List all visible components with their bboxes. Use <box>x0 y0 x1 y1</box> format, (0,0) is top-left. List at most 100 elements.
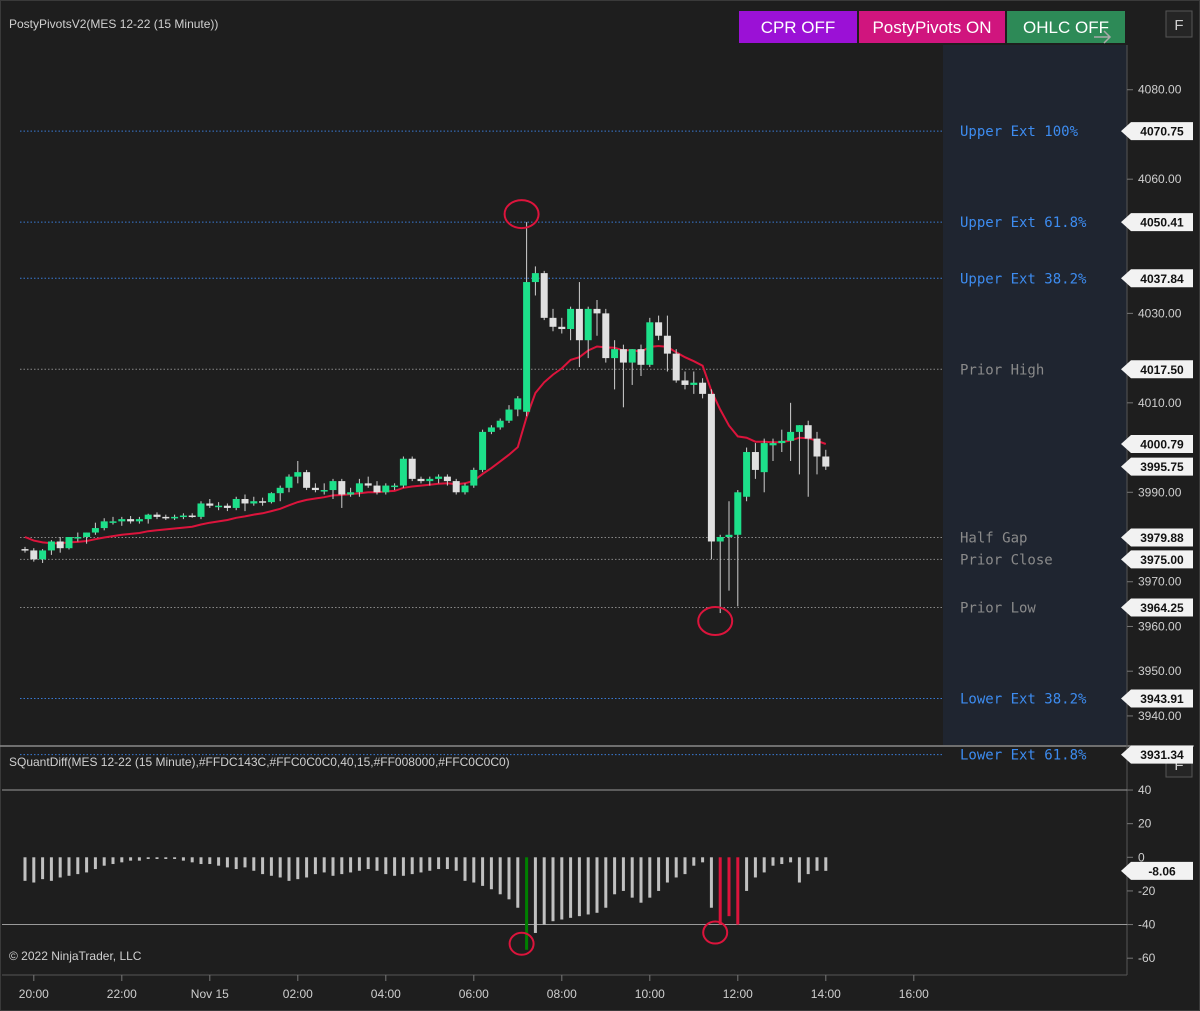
price-panel-f-button[interactable]: F <box>1165 10 1193 38</box>
candle-body <box>56 541 64 549</box>
candle-body <box>215 505 223 508</box>
candle-body <box>452 481 460 493</box>
candle-body <box>558 326 566 330</box>
candle-body <box>417 478 425 482</box>
candle <box>760 438 768 493</box>
indicator-bar <box>76 857 80 875</box>
indicator-bar <box>234 857 238 870</box>
candle <box>628 349 636 385</box>
indicator-bar <box>322 857 326 873</box>
indicator-highlight-circle <box>508 931 535 956</box>
candle-body <box>690 382 698 385</box>
candle <box>461 483 469 495</box>
level-price-tag-bg <box>1121 122 1193 141</box>
candle <box>822 449 830 470</box>
candle-body <box>197 503 205 517</box>
level-price-tag-label: 4037.84 <box>1140 272 1184 286</box>
indicator-bar <box>507 857 511 900</box>
ohlc-toggle-label[interactable]: OHLC OFF <box>1023 18 1109 37</box>
indicator-bar <box>287 857 291 881</box>
candle-body <box>267 493 275 503</box>
candle <box>734 490 742 607</box>
indicator-bar <box>648 857 652 898</box>
candle-body <box>479 431 487 470</box>
candle-body <box>364 483 372 486</box>
candle <box>778 429 786 453</box>
candle-body <box>338 481 346 495</box>
candle <box>21 546 29 553</box>
indicator-bar <box>173 857 177 859</box>
candle-body <box>575 308 583 341</box>
indicator-panel-f-label[interactable]: F <box>1174 757 1183 774</box>
candle-body <box>778 440 786 444</box>
indicator-bar <box>410 857 414 875</box>
candle <box>267 492 275 504</box>
indicator-bar <box>437 857 441 870</box>
time-tick-label: 14:00 <box>811 987 841 1001</box>
candle-body <box>707 393 715 542</box>
indicator-bar <box>586 857 590 915</box>
level-price-tag-label: 4070.75 <box>1140 125 1184 139</box>
candle-body <box>259 501 267 503</box>
indicator-bar <box>155 857 159 859</box>
candle <box>206 498 214 508</box>
level-price-tag-label: 4050.41 <box>1140 216 1184 230</box>
indicator-bar <box>146 857 150 859</box>
indicator-bar <box>269 857 273 876</box>
price-axis-tags: 4070.75 4050.41 4037.84 4017.50 3979.88 3975.… <box>1121 122 1193 764</box>
price-tick-label: 3950.00 <box>1138 664 1182 678</box>
indicator-bar <box>472 857 476 883</box>
level-price-tag-label: 4017.50 <box>1140 363 1184 377</box>
indicator-bar <box>771 857 775 866</box>
level-label: Lower Ext 38.2% <box>960 691 1087 707</box>
cpr-toggle-button[interactable]: CPR OFF <box>739 11 857 43</box>
current-price-tag-bg <box>1121 457 1193 476</box>
indicator-value-tag-label: -8.06 <box>1148 864 1176 878</box>
indicator-bar <box>331 857 335 876</box>
price-panel-f-bg[interactable] <box>1165 10 1193 38</box>
candle-body <box>83 532 91 538</box>
candle <box>30 548 38 562</box>
candle-body <box>584 308 592 341</box>
postypivots-toggle-button[interactable]: PostyPivots ON <box>859 11 1005 43</box>
indicator-bar <box>199 857 203 865</box>
level-price-tag: 3943.91 <box>1121 689 1193 708</box>
level-price-tag: 4017.50 <box>1121 360 1193 379</box>
candle <box>47 540 55 555</box>
price-tick-label: 3990.00 <box>1138 485 1182 499</box>
candle-body <box>118 519 126 522</box>
candle-body <box>285 476 293 488</box>
ohlc-toggle-button[interactable]: OHLC OFF <box>1007 11 1125 43</box>
candle <box>118 516 126 526</box>
candle-body <box>206 503 214 506</box>
time-tick-label: 10:00 <box>635 987 665 1001</box>
indicator-value-tag-bg <box>1121 861 1193 880</box>
price-panel-f-label[interactable]: F <box>1174 17 1183 34</box>
indicator-bar <box>85 857 89 873</box>
current-price-tag: 3995.75 <box>1121 457 1193 476</box>
indicator-bar <box>692 857 696 866</box>
candle <box>259 497 267 506</box>
indicator-bar <box>375 857 379 871</box>
postypivots-toggle-bg[interactable] <box>859 11 1005 43</box>
candle-body <box>769 443 777 446</box>
candle <box>787 402 795 461</box>
cpr-toggle-bg[interactable] <box>739 11 857 43</box>
candle <box>65 537 73 550</box>
candle <box>584 306 592 359</box>
candle-body <box>39 550 47 560</box>
time-axis-ticks: 20:00 22:00 Nov 15 02:00 04:00 06:00 08:00 10:0… <box>19 975 929 1001</box>
cpr-toggle-label[interactable]: CPR OFF <box>761 18 836 37</box>
price-tick-label: 4010.00 <box>1138 396 1182 410</box>
indicator-bar <box>753 857 757 878</box>
time-tick-label: 16:00 <box>899 987 929 1001</box>
indicator-bar <box>120 857 124 863</box>
candle <box>399 456 407 488</box>
candle-body <box>47 541 55 551</box>
candle-body <box>74 537 82 539</box>
candle <box>804 420 812 497</box>
candle-body <box>681 380 689 385</box>
postypivots-toggle-label[interactable]: PostyPivots ON <box>872 18 991 37</box>
indicator-tick-label: -20 <box>1138 884 1156 898</box>
highlight-circle <box>697 606 734 637</box>
